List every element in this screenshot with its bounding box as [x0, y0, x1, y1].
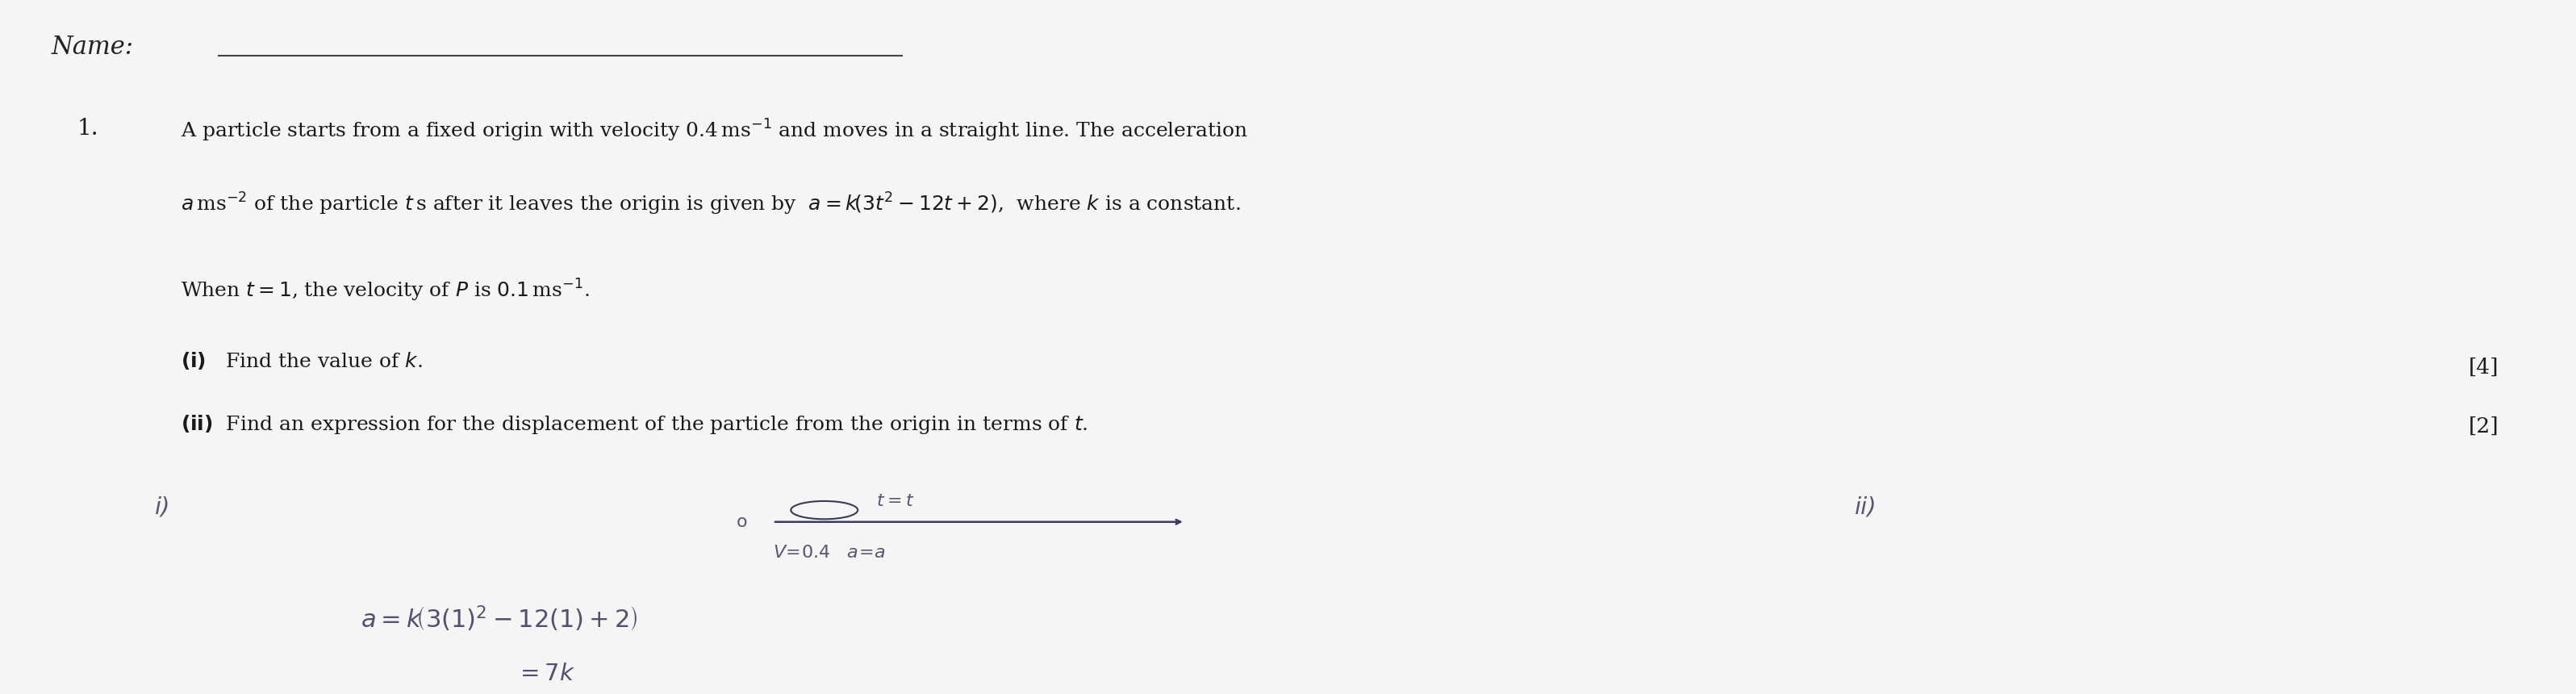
Text: o: o	[737, 514, 747, 530]
Text: $t=t$: $t=t$	[876, 493, 914, 509]
Text: Name:: Name:	[52, 35, 134, 60]
Text: [4]: [4]	[2468, 357, 2499, 378]
Text: $\mathbf{(ii)}$  Find an expression for the displacement of the particle from th: $\mathbf{(ii)}$ Find an expression for t…	[180, 413, 1087, 436]
Text: $a = k\!\left(3(1)^2-12(1)+2\right)$: $a = k\!\left(3(1)^2-12(1)+2\right)$	[361, 604, 639, 633]
Text: $a\,$ms$^{-2}$ of the particle $t\,$s after it leaves the origin is given by  $a: $a\,$ms$^{-2}$ of the particle $t\,$s af…	[180, 191, 1239, 217]
Text: $= 7k$: $= 7k$	[515, 663, 574, 686]
Text: [2]: [2]	[2468, 416, 2499, 437]
Text: $V\!=\!0.4$   $a\!=\!a$: $V\!=\!0.4$ $a\!=\!a$	[773, 545, 886, 561]
Text: 1.: 1.	[77, 118, 98, 139]
Text: ii): ii)	[1855, 496, 1878, 519]
Text: i): i)	[155, 496, 170, 519]
Text: $\mathbf{(i)}$   Find the value of $k$.: $\mathbf{(i)}$ Find the value of $k$.	[180, 350, 422, 371]
Text: When $t=1$, the velocity of $P$ is $0.1\,$ms$^{-1}$.: When $t=1$, the velocity of $P$ is $0.1\…	[180, 278, 590, 303]
Text: A particle starts from a fixed origin with velocity 0.4$\,$ms$^{-1}$ and moves i: A particle starts from a fixed origin wi…	[180, 118, 1247, 144]
